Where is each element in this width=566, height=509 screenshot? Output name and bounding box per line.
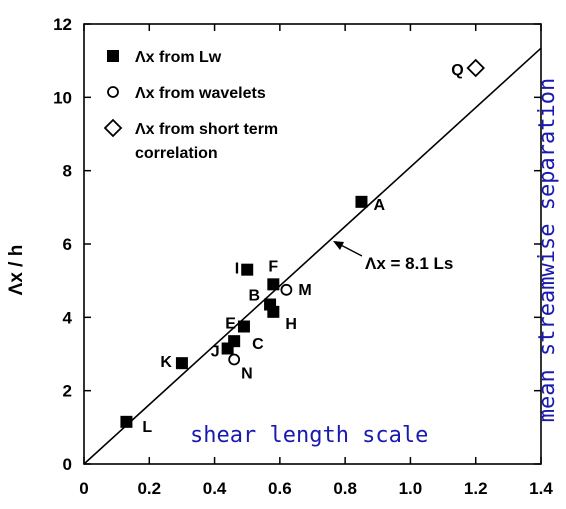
point-label-I: I bbox=[235, 261, 239, 278]
point-label-B: B bbox=[249, 288, 261, 305]
point-label-K: K bbox=[160, 354, 172, 371]
y-tick-label: 4 bbox=[63, 308, 73, 327]
legend-marker-circle bbox=[107, 86, 119, 98]
fit-line-label: Λx = 8.1 Ls bbox=[365, 254, 453, 273]
x-tick-label: 0.8 bbox=[333, 479, 357, 498]
data-point-H bbox=[267, 305, 280, 318]
point-label-C: C bbox=[252, 336, 264, 353]
y-tick-label: 8 bbox=[63, 162, 72, 181]
data-points bbox=[120, 58, 485, 428]
point-label-A: A bbox=[373, 197, 385, 214]
point-label-M: M bbox=[298, 282, 311, 299]
x-tick-label: 0.6 bbox=[268, 479, 292, 498]
shear-length-annotation: shear length scale bbox=[190, 423, 428, 448]
x-tick-label: 0.2 bbox=[137, 479, 161, 498]
data-point-F bbox=[267, 278, 280, 291]
axis-ticks: 0 0.2 0.4 0.6 0.8 1.0 1.2 1.4 0 2 4 6 8 10 12 bbox=[53, 15, 553, 498]
data-point-M bbox=[280, 283, 293, 296]
y-tick-label: 10 bbox=[53, 88, 72, 107]
legend: Λx from Lw Λx from wavelets Λx from short … bbox=[103, 49, 278, 162]
data-point-L bbox=[120, 415, 133, 428]
point-label-N: N bbox=[241, 366, 253, 383]
x-tick-label: 1.4 bbox=[529, 479, 553, 498]
plot-frame bbox=[83, 23, 542, 465]
data-point-C bbox=[228, 335, 241, 348]
fit-line-annotation: Λx = 8.1 Ls bbox=[333, 241, 453, 273]
fit-line bbox=[83, 47, 542, 465]
point-labels: L K J CE IB H F A N M Q bbox=[142, 62, 463, 436]
legend-marker-diamond bbox=[103, 118, 123, 138]
legend-marker-square bbox=[107, 50, 119, 62]
y-axis-label: Λx / h bbox=[6, 245, 27, 296]
legend-entry-text: Λx from Lw bbox=[135, 49, 222, 66]
data-point-Q bbox=[466, 58, 485, 78]
x-tick-label: 1.2 bbox=[464, 479, 488, 498]
annotation-arrowhead bbox=[333, 241, 344, 250]
legend-entry-text: Λx from wavelets bbox=[135, 85, 266, 102]
x-tick-label: 0.4 bbox=[203, 479, 227, 498]
data-point-I bbox=[241, 263, 254, 276]
data-point-A bbox=[355, 195, 368, 208]
point-label-Q: Q bbox=[451, 62, 463, 79]
legend-entry-text: correlation bbox=[135, 145, 218, 162]
point-label-J: J bbox=[211, 344, 220, 361]
y-tick-label: 12 bbox=[53, 15, 72, 34]
y-tick-label: 0 bbox=[63, 455, 72, 474]
point-label-L: L bbox=[142, 419, 152, 436]
point-label-H: H bbox=[285, 316, 297, 333]
point-label-F: F bbox=[268, 258, 278, 275]
streamwise-annotation: mean streamwise separation bbox=[535, 78, 560, 422]
y-tick-label: 6 bbox=[63, 235, 72, 254]
data-point-K bbox=[175, 357, 188, 370]
y-tick-label: 2 bbox=[63, 382, 72, 401]
data-point-E bbox=[237, 320, 250, 333]
x-tick-label: 1.0 bbox=[399, 479, 423, 498]
point-label-E: E bbox=[225, 316, 236, 333]
legend-entry-text: Λx from short term bbox=[135, 121, 278, 138]
x-tick-label: 0 bbox=[79, 479, 88, 498]
data-point-N bbox=[228, 353, 241, 366]
